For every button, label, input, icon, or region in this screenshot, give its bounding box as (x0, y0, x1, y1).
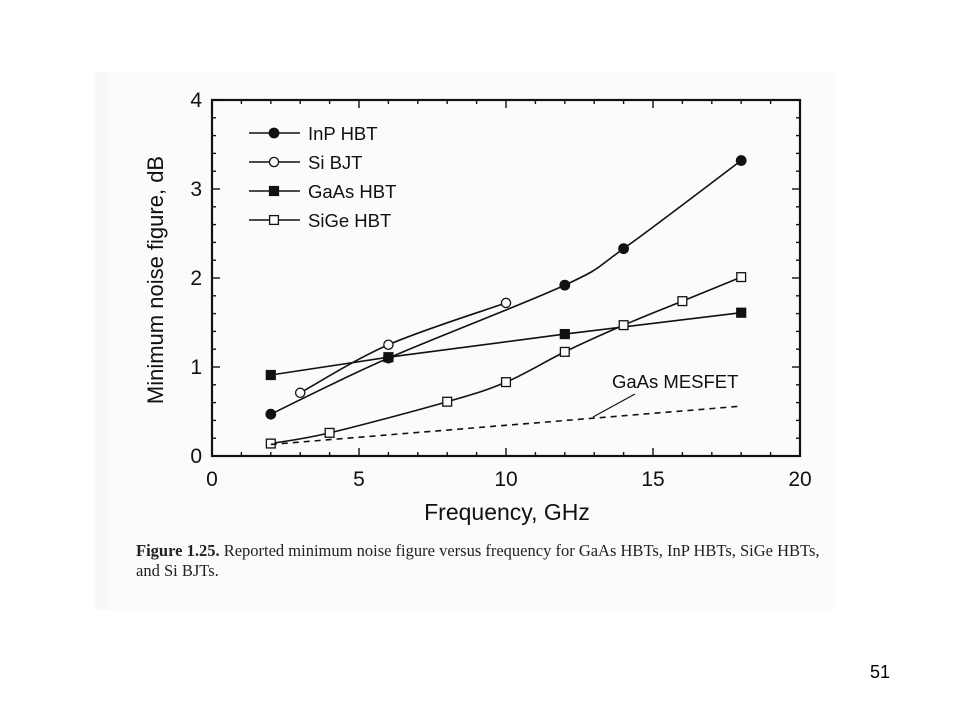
gaas-hbt-line (270, 311, 742, 376)
sige-hbt-point (618, 320, 629, 331)
sige-hbt-point (559, 346, 570, 357)
si-bjt-line (299, 302, 507, 394)
legend-label-gaas-hbt: GaAs HBT (308, 181, 396, 202)
x-tick-label: 0 (206, 468, 218, 491)
gaas-hbt-point (265, 369, 276, 381)
annotations: GaAs MESFET (592, 371, 738, 418)
x-tick-label: 20 (788, 468, 811, 491)
legend-marker-sige-hbt (268, 214, 280, 226)
inp-hbt-point (559, 279, 571, 291)
y-tick-label: 2 (190, 267, 202, 290)
legend-label-si-bjt: Si BJT (308, 152, 362, 173)
legend: InP HBT Si BJT GaAs HBT SiGe HBT (249, 123, 396, 231)
si-bjt-point (294, 387, 306, 399)
inp-hbt-point (265, 408, 277, 420)
figure-label: Figure 1.25. (136, 541, 220, 560)
sige-hbt-point (677, 296, 688, 307)
y-axis-label: Minimum noise figure, dB (143, 156, 168, 404)
sige-hbt-point (324, 427, 335, 438)
legend-marker-si-bjt (268, 156, 280, 168)
inp-hbt-point (735, 155, 747, 166)
sige-hbt-point (500, 377, 512, 388)
y-tick-label: 4 (190, 89, 202, 112)
axis-ticks: 0 5 10 15 20 0 1 2 3 4 (190, 89, 811, 491)
annotation-label: GaAs MESFET (612, 371, 738, 392)
scanned-page (107, 72, 835, 610)
sige-hbt-point (736, 272, 747, 283)
caption-text: Reported minimum noise figure versus fre… (136, 541, 820, 580)
annotation-leader (592, 393, 636, 418)
x-tick-label: 15 (641, 468, 664, 491)
y-tick-label: 0 (190, 445, 202, 468)
figure-caption: Figure 1.25. Reported minimum noise figu… (136, 541, 826, 581)
sige-hbt-point (442, 396, 453, 407)
plot-border (210, 98, 802, 458)
x-tick-label: 5 (353, 468, 365, 491)
series-layer (265, 155, 747, 449)
x-tick-label: 10 (494, 468, 517, 491)
slide-number: 51 (869, 662, 890, 682)
legend-marker-gaas-hbt (268, 185, 280, 197)
y-tick-label: 1 (190, 356, 202, 379)
legend-label-inp-hbt: InP HBT (308, 123, 378, 144)
gaas-hbt-point (559, 328, 570, 340)
y-tick-label: 3 (190, 178, 202, 201)
sige-hbt-line (270, 276, 742, 445)
inp-hbt-point (618, 243, 629, 255)
legend-label-sige-hbt: SiGe HBT (308, 210, 391, 231)
scanned-figure-background (95, 72, 835, 610)
legend-marker-inp-hbt (268, 127, 280, 139)
gaas-mesfet-line (270, 405, 742, 446)
gaas-hbt-point (736, 307, 747, 318)
si-bjt-point (500, 297, 512, 309)
plot-frame (210, 98, 802, 458)
x-axis-label: Frequency, GHz (424, 499, 590, 525)
gaas-hbt-point (383, 352, 394, 363)
si-bjt-point (383, 339, 394, 350)
